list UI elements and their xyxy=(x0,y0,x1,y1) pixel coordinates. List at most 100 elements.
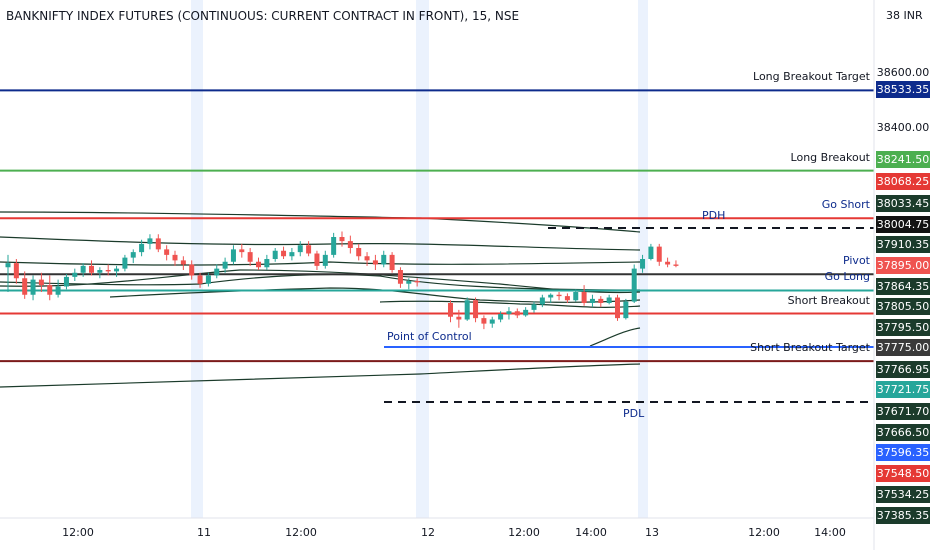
candle xyxy=(331,232,337,258)
candle xyxy=(589,294,595,308)
candle xyxy=(314,250,320,270)
candle xyxy=(456,309,462,328)
candle xyxy=(606,294,612,305)
price-badge: 37795.50 xyxy=(876,319,930,336)
candle-body xyxy=(147,238,153,244)
candle-body xyxy=(264,259,270,268)
candle-body xyxy=(114,268,120,272)
band-curve xyxy=(379,300,641,308)
candle xyxy=(130,249,136,264)
candle xyxy=(372,254,378,270)
candle-body xyxy=(55,286,61,295)
band-curve xyxy=(0,236,641,251)
candle xyxy=(97,267,103,279)
price-badge: 37895.00 xyxy=(876,257,930,274)
candle xyxy=(180,256,186,270)
candle-body xyxy=(414,281,420,283)
candle xyxy=(247,248,253,266)
currency-label[interactable]: 38 INR xyxy=(886,9,923,22)
candle xyxy=(514,308,520,319)
candle xyxy=(272,248,278,262)
candle-body xyxy=(631,268,637,302)
candle-body xyxy=(489,319,495,324)
candle xyxy=(481,315,487,330)
candle xyxy=(523,307,529,317)
time-tick-label: 14:00 xyxy=(575,526,607,539)
price-badge: 37666.50 xyxy=(876,424,930,441)
candle xyxy=(615,294,620,321)
candle-body xyxy=(247,252,253,262)
candle xyxy=(448,300,453,323)
level-label-go-long: Go Long xyxy=(824,270,870,284)
candle-body xyxy=(189,264,195,276)
candle xyxy=(264,254,270,270)
candle-body xyxy=(364,256,370,261)
candle-body xyxy=(498,314,504,320)
time-tick-label: 11 xyxy=(197,526,211,539)
candle xyxy=(13,259,19,284)
candle xyxy=(406,278,412,290)
candle-body xyxy=(397,270,403,284)
candle-body xyxy=(406,281,412,284)
candle xyxy=(364,252,370,266)
candle-body xyxy=(139,243,145,253)
candle xyxy=(214,264,220,279)
candle xyxy=(573,289,579,302)
candle xyxy=(297,241,303,257)
candle-body xyxy=(665,261,671,265)
candle xyxy=(506,307,512,320)
level-label-long-breakout: Long Breakout xyxy=(790,150,870,164)
candle xyxy=(473,297,479,323)
candle-body xyxy=(464,300,470,320)
candle-body xyxy=(523,309,529,316)
candle-body xyxy=(13,263,19,279)
band-curve xyxy=(589,327,641,347)
candle xyxy=(38,272,44,292)
candle xyxy=(189,260,195,280)
candle-body xyxy=(372,260,378,265)
candle xyxy=(640,254,646,273)
time-tick-label: 12:00 xyxy=(285,526,317,539)
level-label-short-breakout: Short Breakout xyxy=(787,293,870,307)
level-lines xyxy=(0,89,874,363)
candle-body xyxy=(272,250,278,259)
candle xyxy=(656,243,662,266)
candle-body xyxy=(164,249,170,255)
candle xyxy=(539,294,545,308)
candle xyxy=(531,301,537,313)
price-badge: 37766.95 xyxy=(876,361,930,378)
candle-body xyxy=(214,268,220,276)
candle-body xyxy=(63,276,69,287)
candle xyxy=(89,260,94,276)
pdh-pdl-lines xyxy=(384,227,874,403)
candle-body xyxy=(230,249,236,262)
candle-body xyxy=(556,294,562,297)
session-highlights xyxy=(191,0,648,518)
candle-body xyxy=(89,265,94,273)
candle xyxy=(114,265,120,277)
candle xyxy=(164,245,170,261)
candle xyxy=(222,257,228,273)
candle xyxy=(548,293,554,303)
candle-body xyxy=(38,279,44,286)
candle xyxy=(63,274,69,290)
band-curve xyxy=(0,211,641,233)
time-tick-label: 12:00 xyxy=(62,526,94,539)
time-tick-label: 12:00 xyxy=(508,526,540,539)
candle-body xyxy=(648,246,654,259)
band-curve xyxy=(0,363,641,388)
candle-body xyxy=(506,311,512,314)
candle xyxy=(665,257,671,268)
candles xyxy=(5,231,679,330)
candle-body xyxy=(623,301,629,319)
candle xyxy=(105,264,111,276)
time-tick-label: 12:00 xyxy=(748,526,780,539)
candle-body xyxy=(172,254,178,261)
candle-body xyxy=(222,261,228,269)
candle-body xyxy=(548,294,554,298)
candle-body xyxy=(180,260,186,265)
candle xyxy=(389,252,395,273)
level-label-long-breakout-target: Long Breakout Target xyxy=(753,70,870,84)
candle-body xyxy=(47,285,53,295)
